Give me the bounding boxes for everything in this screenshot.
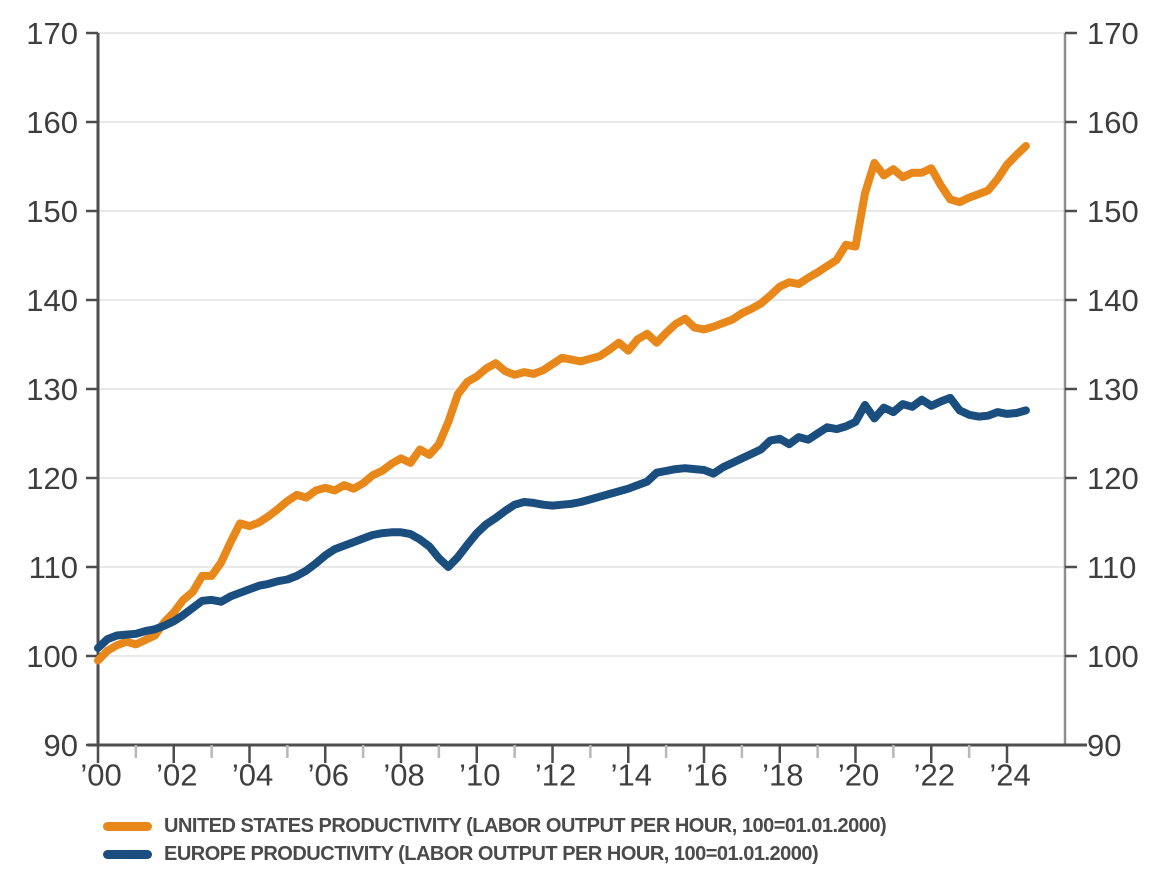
y-axis-label-right: 100 [1087, 639, 1139, 674]
y-axis-label-left: 100 [26, 639, 78, 674]
x-axis-label: ’14 [611, 757, 652, 792]
y-axis-label-left: 150 [26, 194, 78, 229]
x-axis-label: ’16 [686, 757, 727, 792]
y-axis-label-left: 140 [26, 283, 78, 318]
y-axis-label-left: 110 [29, 550, 78, 585]
x-axis-label: ’08 [383, 757, 424, 792]
y-axis-label-right: 90 [1087, 728, 1121, 763]
x-axis-label: ’00 [80, 757, 121, 792]
x-axis-label: ’18 [762, 757, 803, 792]
x-axis-label: ’06 [308, 757, 349, 792]
x-axis-label: ’04 [232, 757, 273, 792]
europe-productivity-line [94, 393, 1030, 652]
y-axis-label-right: 130 [1087, 372, 1139, 407]
y-axis-label-left: 160 [26, 105, 78, 140]
x-axis-label: ’12 [535, 757, 576, 792]
y-axis-label-left: 170 [26, 16, 78, 51]
y-axis-label-right: 170 [1087, 16, 1139, 51]
x-axis-label: ’24 [989, 757, 1030, 792]
us-series-label: UNITED STATES PRODUCTIVITY (LABOR OUTPUT… [164, 814, 887, 837]
y-axis-label-right: 120 [1087, 461, 1139, 496]
us-productivity-line [94, 142, 1030, 665]
y-axis-label-left: 130 [26, 372, 78, 407]
europe-series-label: EUROPE PRODUCTIVITY (LABOR OUTPUT PER HO… [164, 842, 819, 865]
y-axis-label-left: 120 [26, 461, 78, 496]
us-series-swatch [103, 821, 152, 831]
europe-series-swatch [103, 849, 152, 859]
legend-item-europe: EUROPE PRODUCTIVITY (LABOR OUTPUT PER HO… [103, 840, 886, 868]
y-axis-label-left: 90 [44, 728, 78, 763]
y-axis-label-right: 150 [1087, 194, 1139, 229]
x-axis-label: ’02 [156, 757, 197, 792]
x-axis-label: ’20 [838, 757, 879, 792]
x-axis-label: ’22 [914, 757, 955, 792]
x-axis-label: ’10 [459, 757, 500, 792]
chart-legend: UNITED STATES PRODUCTIVITY (LABOR OUTPUT… [103, 812, 887, 868]
legend-item-us: UNITED STATES PRODUCTIVITY (LABOR OUTPUT… [103, 812, 887, 840]
y-axis-label-right: 110 [1087, 550, 1136, 585]
y-axis-label-right: 140 [1087, 283, 1139, 318]
y-axis-label-right: 160 [1087, 105, 1139, 140]
